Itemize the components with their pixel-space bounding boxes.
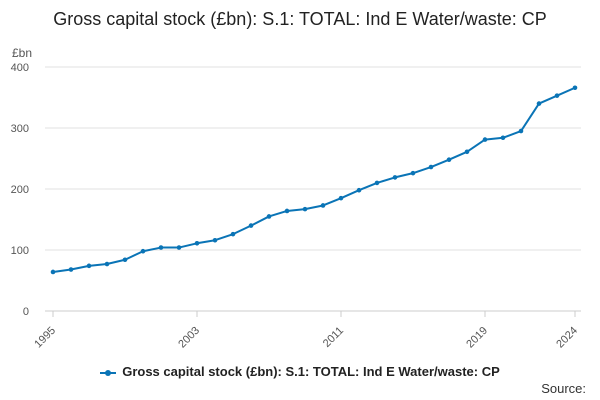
x-tick-label: 2024: [554, 325, 580, 351]
chart-title: Gross capital stock (£bn): S.1: TOTAL: I…: [53, 9, 547, 29]
data-point: [428, 164, 434, 170]
data-point: [158, 245, 164, 250]
data-point: [374, 180, 380, 186]
y-tick-label: 100: [11, 245, 29, 257]
y-tick-label: 200: [11, 184, 29, 196]
y-axis: £bn 0 100 200 300 400: [11, 46, 32, 318]
data-point: [176, 245, 182, 250]
data-point: [302, 206, 308, 212]
grid-lines: [45, 66, 581, 312]
legend[interactable]: Gross capital stock (£bn): S.1: TOTAL: I…: [0, 364, 600, 379]
data-point: [464, 149, 470, 155]
data-point: [518, 128, 524, 134]
data-point: [50, 269, 56, 275]
data-point: [86, 263, 92, 269]
data-point: [500, 135, 506, 141]
x-tick-label: 1995: [32, 325, 58, 351]
data-point: [104, 261, 110, 267]
data-point: [482, 137, 488, 142]
data-point: [320, 203, 326, 208]
x-tick-label: 2003: [176, 325, 202, 351]
data-point: [572, 85, 578, 91]
series-layer: [50, 85, 578, 275]
series-line: [52, 86, 576, 273]
data-point: [122, 257, 128, 263]
data-point: [536, 101, 542, 106]
legend-label: Gross capital stock (£bn): S.1: TOTAL: I…: [122, 364, 500, 379]
data-point: [212, 237, 218, 243]
data-point: [410, 170, 416, 176]
x-axis: 1995 2003 2011 2019 2024: [32, 311, 580, 350]
data-point: [338, 195, 344, 201]
y-tick-label: 300: [11, 123, 29, 135]
data-point: [284, 208, 290, 214]
data-point: [266, 214, 272, 219]
y-tick-label: 400: [11, 62, 29, 74]
data-point: [248, 223, 254, 228]
data-point: [230, 231, 236, 237]
y-tick-label: 0: [23, 306, 29, 318]
data-point: [554, 93, 560, 98]
x-tick-label: 2011: [321, 325, 346, 350]
data-point: [68, 267, 74, 272]
data-point: [194, 240, 200, 246]
y-axis-unit-label: £bn: [12, 46, 32, 60]
data-point: [392, 175, 398, 180]
legend-marker-icon: [100, 368, 117, 378]
source-label: Source:: [541, 381, 586, 396]
x-tick-label: 2019: [464, 325, 490, 351]
data-point: [446, 157, 452, 163]
data-point: [140, 248, 146, 254]
data-point: [356, 187, 362, 193]
